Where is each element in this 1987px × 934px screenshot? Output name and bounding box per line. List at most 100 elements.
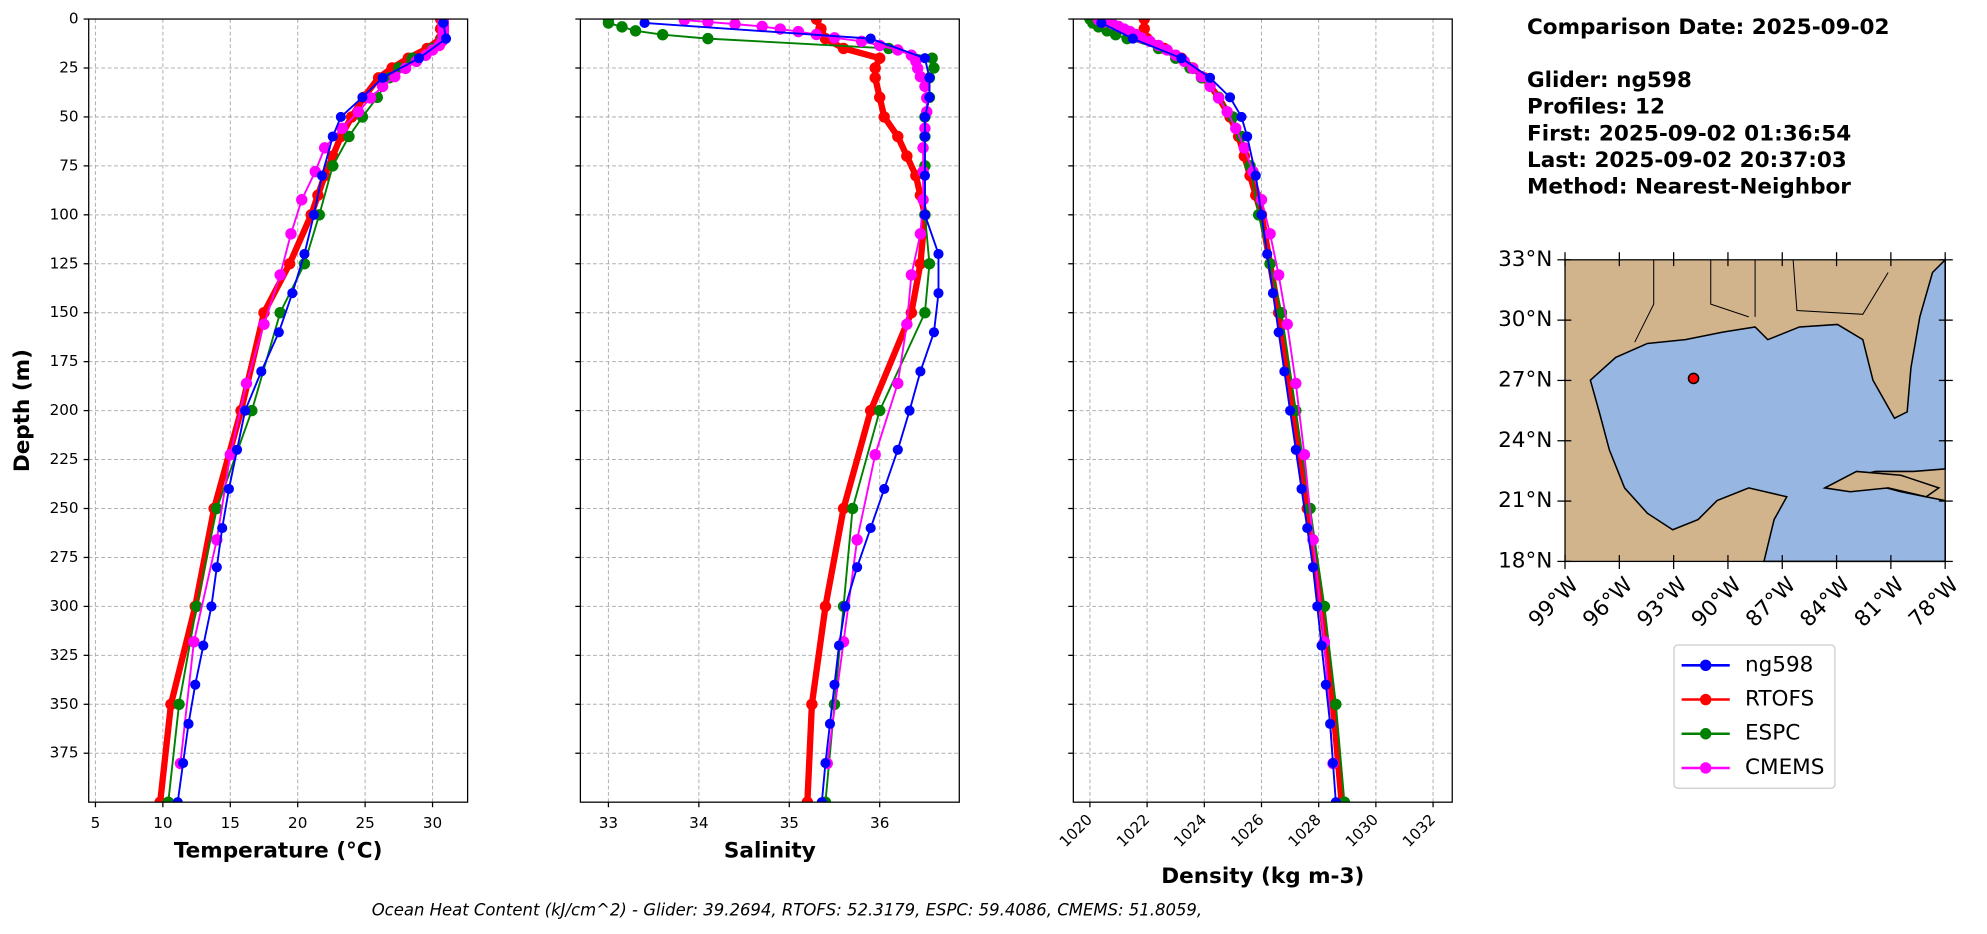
x-tick-label: 5 — [91, 814, 101, 832]
profile-marker — [923, 258, 936, 270]
info-line: Glider: ng598 — [1527, 68, 1692, 93]
profile-marker — [287, 288, 298, 299]
profile-marker — [833, 640, 845, 651]
profile-marker — [173, 698, 185, 710]
profile-marker — [901, 318, 913, 330]
legend-label: ESPC — [1745, 721, 1800, 746]
legend-label: RTOFS — [1745, 687, 1814, 712]
y-axis-label: Depth (m) — [10, 349, 35, 472]
profile-marker — [904, 405, 915, 416]
y-tick-label: 0 — [69, 10, 79, 28]
info-line: Method: Nearest-Neighbor — [1527, 175, 1851, 200]
panel: 33 34 35 36 Salinity — [575, 18, 960, 864]
profile-marker — [377, 72, 388, 83]
profile-marker — [914, 258, 927, 270]
x-tick-label: 25 — [355, 814, 374, 832]
profile-marker — [1250, 170, 1261, 181]
y-tick-label: 100 — [50, 205, 79, 223]
profile-marker — [1290, 444, 1301, 455]
profile-marker — [376, 80, 389, 93]
x-tick-label: 33 — [599, 814, 618, 832]
profile-marker — [1267, 288, 1279, 299]
lon-tick-label: 99°W — [1524, 572, 1584, 632]
lon-tick-label: 93°W — [1633, 572, 1693, 632]
profile-marker — [438, 19, 449, 29]
profile-marker — [702, 19, 714, 28]
profile-marker — [327, 131, 338, 142]
profile-marker — [1204, 72, 1216, 83]
profile-marker — [837, 42, 850, 55]
cuba — [1822, 470, 1941, 498]
x-axis-label: Density (kg m-3) — [1161, 864, 1364, 889]
profile-marker — [933, 288, 944, 299]
profile-marker — [919, 53, 930, 64]
profile-marker — [217, 523, 228, 534]
profile-marker — [162, 796, 174, 803]
profile-line — [684, 19, 928, 764]
lon-tick-label: 90°W — [1687, 572, 1747, 632]
y-tick-label: 250 — [50, 499, 79, 517]
profile-marker — [1264, 228, 1276, 240]
border — [1710, 259, 1749, 318]
lon-tick-label: 78°W — [1904, 572, 1964, 632]
info-line: Profiles: 12 — [1527, 95, 1665, 120]
map-frame — [1564, 259, 1946, 563]
profile-marker — [926, 52, 938, 64]
profile-marker — [211, 502, 223, 515]
profile-marker — [865, 523, 876, 534]
y-tick-label: 225 — [50, 450, 79, 468]
profile-marker — [837, 502, 850, 515]
profile-marker — [364, 92, 377, 104]
panel: 1020 1022 1024 1026 1028 1030 1032 Density (kg … — [1056, 18, 1453, 889]
x-tick-label: 1026 — [1227, 811, 1267, 851]
legend-marker — [1699, 659, 1712, 672]
profile-marker — [905, 269, 918, 281]
profile-marker — [335, 111, 346, 122]
profile-line — [1098, 19, 1334, 764]
profile-marker — [343, 130, 355, 143]
profile-marker — [1285, 405, 1296, 416]
legend-frame — [1673, 644, 1836, 789]
profile-marker — [928, 327, 940, 338]
profile-marker — [678, 19, 691, 26]
y-tick-label: 325 — [50, 646, 79, 664]
x-tick-label: 1020 — [1056, 811, 1096, 851]
series-layer — [602, 19, 944, 803]
profile-marker — [656, 28, 669, 41]
profile-marker — [874, 52, 886, 64]
legend-label: ng598 — [1745, 652, 1813, 677]
profile-line — [179, 20, 445, 764]
profile-marker — [1242, 131, 1253, 142]
profile-marker — [296, 194, 308, 206]
series-layer — [1084, 19, 1351, 803]
x-tick-label: 10 — [153, 814, 172, 832]
profile-marker — [919, 307, 931, 319]
profile-marker — [892, 377, 904, 390]
profile-marker — [816, 797, 827, 803]
profile-marker — [874, 91, 886, 104]
profile-marker — [211, 562, 222, 573]
y-tick-label: 125 — [50, 254, 79, 272]
profile-marker — [639, 19, 650, 29]
lat-tick-label: 33°N — [1498, 247, 1552, 272]
profile-marker — [336, 122, 348, 134]
profile-marker — [1272, 269, 1285, 281]
profile-marker — [1255, 194, 1268, 206]
profile-marker — [1127, 33, 1138, 44]
profile-marker — [1138, 23, 1150, 35]
profile-marker — [258, 318, 270, 330]
info-line: Last: 2025-09-02 20:37:03 — [1527, 148, 1847, 173]
legend-marker — [1699, 693, 1712, 706]
profile-marker — [892, 444, 903, 455]
profile-marker — [1238, 142, 1251, 154]
x-tick-label: 1022 — [1113, 811, 1153, 851]
profile-marker — [318, 142, 331, 154]
profile-marker — [190, 600, 203, 613]
profile-marker — [1330, 698, 1342, 710]
profile-marker — [846, 502, 859, 515]
profile-marker — [874, 404, 886, 417]
x-tick-label: 1028 — [1285, 811, 1325, 851]
profile-marker — [1338, 796, 1351, 803]
x-tick-label: 34 — [689, 814, 708, 832]
